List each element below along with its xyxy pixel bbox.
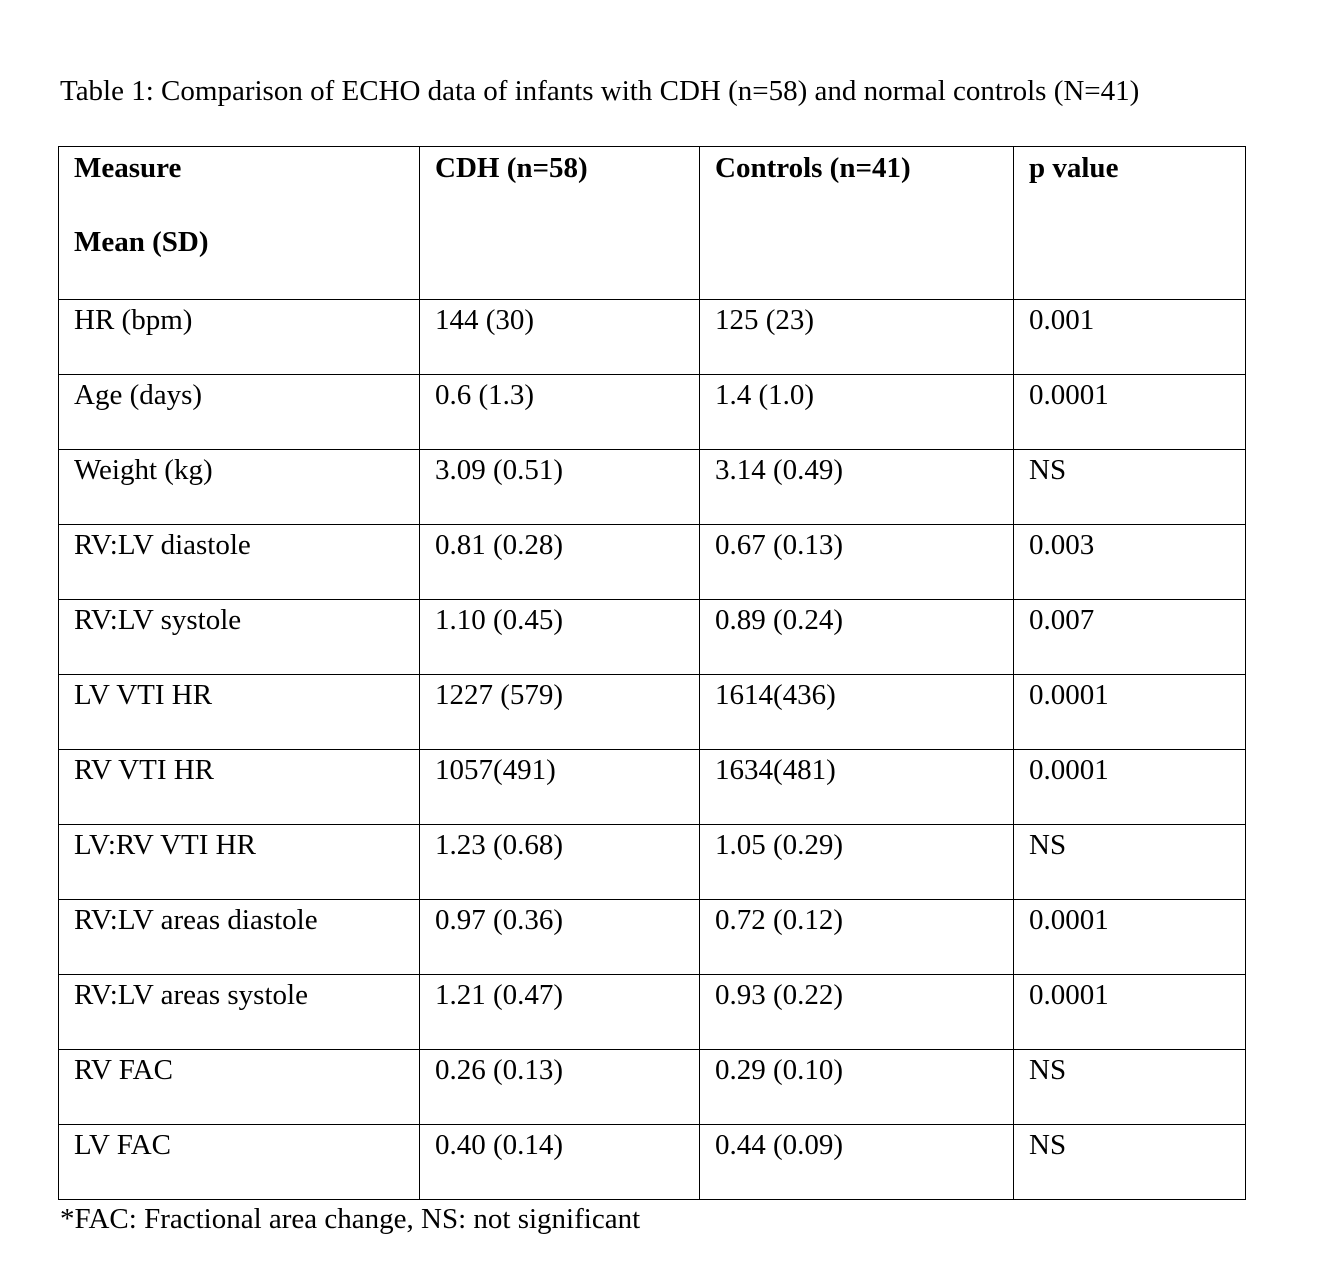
cell-cdh: 3.09 (0.51) [419,449,700,525]
cell-p-value: NS [1013,449,1246,525]
cell-cdh: 1.23 (0.68) [419,824,700,900]
table-row: RV FAC 0.26 (0.13) 0.29 (0.10) NS [58,1049,1246,1125]
table-caption: Table 1: Comparison of ECHO data of infa… [60,75,1140,107]
header-cdh: CDH (n=58) [419,146,700,300]
table-row: LV:RV VTI HR 1.23 (0.68) 1.05 (0.29) NS [58,824,1246,900]
cell-measure: RV:LV diastole [58,524,420,600]
cell-p-value: 0.003 [1013,524,1246,600]
cell-p-value: NS [1013,1124,1246,1200]
cell-p-value: 0.0001 [1013,974,1246,1050]
cell-p-value: 0.0001 [1013,899,1246,975]
cell-controls: 0.29 (0.10) [699,1049,1014,1125]
cell-measure: Weight (kg) [58,449,420,525]
cell-cdh: 1227 (579) [419,674,700,750]
header-controls: Controls (n=41) [699,146,1014,300]
cell-measure: RV:LV areas systole [58,974,420,1050]
table-row: RV:LV areas systole 1.21 (0.47) 0.93 (0.22… [58,974,1246,1050]
table-row: Age (days) 0.6 (1.3) 1.4 (1.0) 0.0001 [58,374,1246,450]
cell-controls: 0.93 (0.22) [699,974,1014,1050]
cell-controls: 1634(481) [699,749,1014,825]
table-row: RV:LV areas diastole 0.97 (0.36) 0.72 (0.1… [58,899,1246,975]
cell-cdh: 1.10 (0.45) [419,599,700,675]
cell-controls: 0.72 (0.12) [699,899,1014,975]
table-row: HR (bpm) 144 (30) 125 (23) 0.001 [58,299,1246,375]
cell-measure: LV:RV VTI HR [58,824,420,900]
header-measure: Measure Mean (SD) [58,146,420,300]
table-row: Weight (kg) 3.09 (0.51) 3.14 (0.49) NS [58,449,1246,525]
cell-cdh: 0.26 (0.13) [419,1049,700,1125]
table-row: RV VTI HR 1057(491) 1634(481) 0.0001 [58,749,1246,825]
cell-cdh: 144 (30) [419,299,700,375]
cell-p-value: 0.0001 [1013,749,1246,825]
cell-p-value: 0.0001 [1013,674,1246,750]
cell-controls: 1.05 (0.29) [699,824,1014,900]
table-row: LV VTI HR 1227 (579) 1614(436) 0.0001 [58,674,1246,750]
cell-measure: LV VTI HR [58,674,420,750]
cell-p-value: 0.007 [1013,599,1246,675]
cell-controls: 0.89 (0.24) [699,599,1014,675]
cell-cdh: 0.81 (0.28) [419,524,700,600]
cell-p-value: 0.0001 [1013,374,1246,450]
header-measure-line2: Mean (SD) [74,226,209,258]
cell-measure: RV:LV areas diastole [58,899,420,975]
cell-cdh: 0.6 (1.3) [419,374,700,450]
cell-p-value: NS [1013,1049,1246,1125]
table-row: RV:LV systole 1.10 (0.45) 0.89 (0.24) 0.007 [58,599,1246,675]
header-p-value: p value [1013,146,1246,300]
cell-measure: HR (bpm) [58,299,420,375]
cell-p-value: NS [1013,824,1246,900]
cell-cdh: 0.97 (0.36) [419,899,700,975]
cell-controls: 125 (23) [699,299,1014,375]
table-header-row: Measure Mean (SD) CDH (n=58) Controls (n… [58,146,1246,300]
table-row: RV:LV diastole 0.81 (0.28) 0.67 (0.13) 0.00… [58,524,1246,600]
header-measure-line1: Measure [74,152,182,184]
cell-controls: 1.4 (1.0) [699,374,1014,450]
table-row: LV FAC 0.40 (0.14) 0.44 (0.09) NS [58,1124,1246,1200]
cell-measure: RV:LV systole [58,599,420,675]
echo-data-table: Measure Mean (SD) CDH (n=58) Controls (n… [58,146,1246,1200]
cell-controls: 0.44 (0.09) [699,1124,1014,1200]
cell-measure: RV FAC [58,1049,420,1125]
cell-cdh: 1057(491) [419,749,700,825]
cell-measure: LV FAC [58,1124,420,1200]
cell-p-value: 0.001 [1013,299,1246,375]
cell-measure: RV VTI HR [58,749,420,825]
cell-cdh: 0.40 (0.14) [419,1124,700,1200]
cell-controls: 1614(436) [699,674,1014,750]
cell-cdh: 1.21 (0.47) [419,974,700,1050]
cell-measure: Age (days) [58,374,420,450]
table-footnote: *FAC: Fractional area change, NS: not si… [60,1203,641,1235]
cell-controls: 0.67 (0.13) [699,524,1014,600]
cell-controls: 3.14 (0.49) [699,449,1014,525]
